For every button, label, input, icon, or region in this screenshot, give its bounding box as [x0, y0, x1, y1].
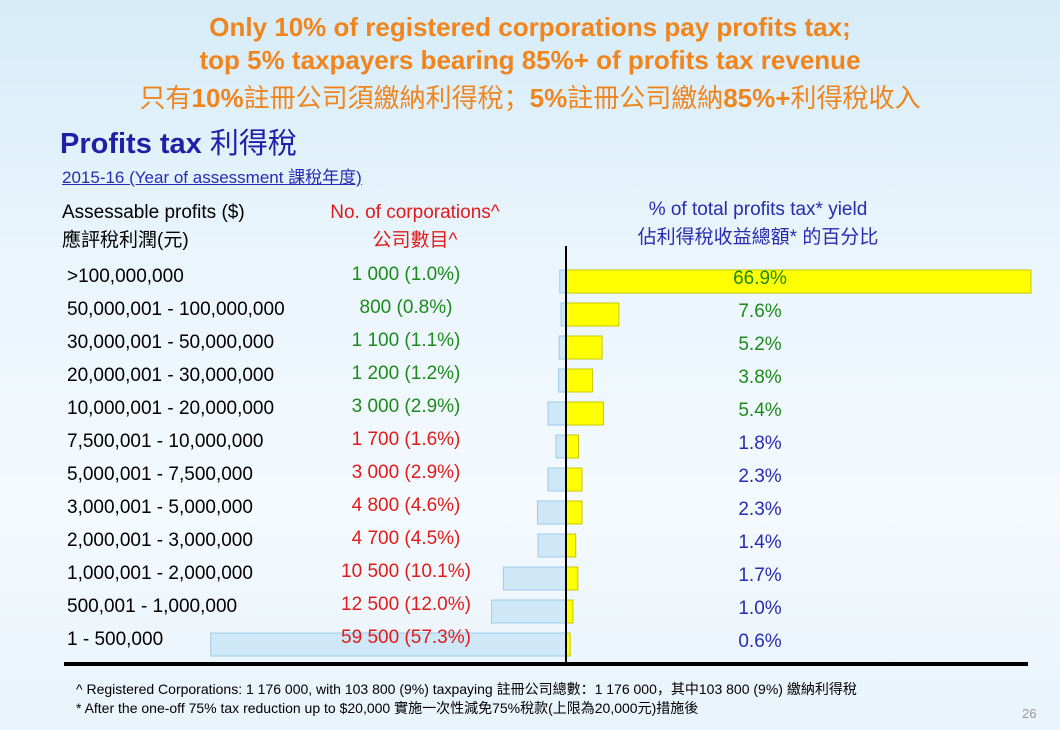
header-assessable-profits: Assessable profits ($) 應評稅利潤(元): [62, 199, 245, 255]
yield-value-label: 0.6%: [738, 631, 782, 652]
corporations-bar: [555, 434, 567, 459]
category-label: 10,000,001 - 20,000,000: [67, 398, 275, 419]
section-title-zh: 利得稅: [209, 128, 297, 160]
corporations-value-label: 1 700 (1.6%): [351, 429, 461, 450]
yield-bar: [565, 335, 603, 360]
yield-value-label: 2.3%: [738, 466, 782, 487]
corporations-value-label: 10 500 (10.1%): [341, 561, 471, 582]
yield-bar: [565, 368, 593, 393]
title-line-3-part: 只有: [139, 83, 192, 113]
header-corporations-en: No. of corporations^: [330, 202, 500, 223]
yield-value-label: 5.2%: [738, 334, 782, 355]
title-line-2: top 5% taxpayers bearing 85%+ of profits…: [199, 45, 861, 75]
corporations-bar: [547, 401, 567, 426]
corporations-value-label: 1 200 (1.2%): [351, 363, 461, 384]
footnote-star: * After the one-off 75% tax reduction up…: [76, 700, 699, 716]
title-line-3-part: 註冊公司須繳納利得稅；: [243, 83, 530, 113]
yield-value-label: 1.4%: [738, 532, 782, 553]
corporations-bar: [547, 467, 567, 492]
section-title: Profits tax 利得稅: [60, 120, 297, 162]
yield-value-label: 3.8%: [738, 367, 782, 388]
corporations-value-label: 1 100 (1.1%): [351, 330, 461, 351]
corporations-value-label: 59 500 (57.3%): [341, 627, 471, 648]
yield-bar: [565, 434, 580, 459]
yield-bar: [565, 401, 605, 426]
category-label: >100,000,000: [67, 266, 184, 287]
corporations-bar: [537, 533, 567, 558]
yield-bar: [565, 467, 583, 492]
corporations-value-label: 3 000 (2.9%): [351, 462, 461, 483]
title-line-3: 只有10%註冊公司須繳納利得稅；5%註冊公司繳納85%+利得稅收入: [0, 78, 1060, 115]
yield-bar: [565, 500, 583, 525]
year-of-assessment-label: 2015-16 (Year of assessment 課稅年度): [62, 168, 362, 187]
category-label: 1 - 500,000: [67, 629, 164, 650]
yield-bar: [565, 302, 620, 327]
page-number: 26: [1022, 706, 1037, 721]
title-line-3-part: 註冊公司繳納: [567, 83, 724, 113]
header-tax-yield-zh: 佔利得稅收益總額* 的百分比: [637, 227, 879, 248]
footnotes: ^ Registered Corporations: 1 176 000, wi…: [76, 680, 857, 718]
category-label: 3,000,001 - 5,000,000: [67, 497, 253, 518]
title-line-3-part: 85%+: [723, 83, 791, 113]
category-label: 20,000,001 - 30,000,000: [67, 365, 275, 386]
yield-bar: [565, 599, 574, 624]
title-line-3-part: 5%: [529, 83, 568, 113]
yield-value-label: 5.4%: [738, 400, 782, 421]
header-tax-yield: % of total profits tax* yield 佔利得稅收益總額* …: [590, 196, 926, 252]
title-line-3-part: 利得稅收入: [790, 83, 921, 113]
header-tax-yield-en: % of total profits tax* yield: [648, 199, 868, 220]
title-line-3-part: 10%: [191, 83, 244, 113]
section-title-en: Profits tax: [60, 128, 202, 160]
category-label: 2,000,001 - 3,000,000: [67, 530, 253, 551]
corporations-bar: [558, 368, 567, 393]
corporations-value-label: 12 500 (12.0%): [341, 594, 471, 615]
header-assessable-profits-en: Assessable profits ($): [62, 202, 245, 223]
footnote-caret: ^ Registered Corporations: 1 176 000, wi…: [76, 681, 857, 697]
corporations-value-label: 4 800 (4.6%): [351, 495, 461, 516]
yield-value-label: 7.6%: [738, 301, 782, 322]
category-label: 7,500,001 - 10,000,000: [67, 431, 264, 452]
category-label: 30,000,001 - 50,000,000: [67, 332, 275, 353]
corporations-value-label: 800 (0.8%): [359, 297, 453, 318]
header-assessable-profits-zh: 應評稅利潤(元): [62, 230, 189, 251]
category-label: 500,001 - 1,000,000: [67, 596, 238, 617]
yield-value-label: 1.8%: [738, 433, 782, 454]
yield-value-label: 66.9%: [733, 268, 787, 289]
yield-bar: [565, 566, 579, 591]
yield-bar: [565, 533, 577, 558]
header-corporations-zh: 公司數目^: [372, 230, 458, 251]
yield-value-label: 1.0%: [738, 598, 782, 619]
category-label: 1,000,001 - 2,000,000: [67, 563, 253, 584]
corporations-bar: [558, 335, 567, 360]
title-line-1: Only 10% of registered corporations pay …: [209, 12, 851, 42]
category-label: 50,000,001 - 100,000,000: [67, 299, 285, 320]
category-label: 5,000,001 - 7,500,000: [67, 464, 253, 485]
yield-value-label: 1.7%: [738, 565, 782, 586]
corporations-value-label: 3 000 (2.9%): [351, 396, 461, 417]
yield-value-label: 2.3%: [738, 499, 782, 520]
corporations-bar: [536, 500, 567, 525]
header-corporations: No. of corporations^ 公司數目^: [300, 199, 530, 255]
corporations-value-label: 1 000 (1.0%): [351, 264, 461, 285]
corporations-value-label: 4 700 (4.5%): [351, 528, 461, 549]
corporations-bar: [502, 566, 567, 591]
